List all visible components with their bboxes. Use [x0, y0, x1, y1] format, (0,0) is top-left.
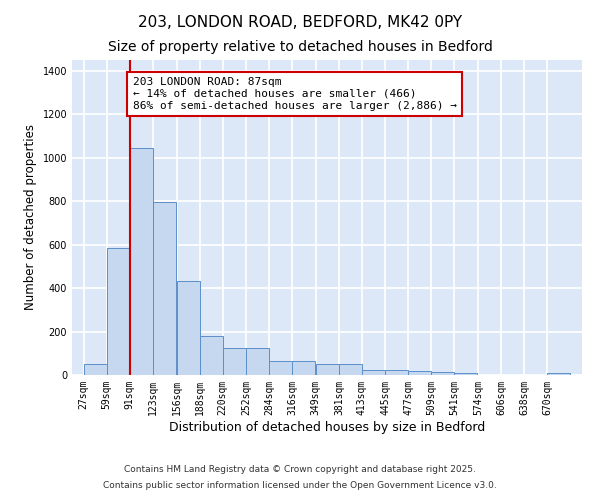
Bar	[246, 348, 269, 375]
Bar	[83, 364, 107, 375]
Bar	[408, 370, 431, 375]
Bar	[454, 373, 478, 375]
Bar	[130, 148, 153, 375]
Text: 203 LONDON ROAD: 87sqm
← 14% of detached houses are smaller (466)
86% of semi-de: 203 LONDON ROAD: 87sqm ← 14% of detached…	[133, 78, 457, 110]
Text: Contains HM Land Registry data © Crown copyright and database right 2025.: Contains HM Land Registry data © Crown c…	[124, 466, 476, 474]
Bar	[339, 364, 362, 375]
Bar	[269, 361, 292, 375]
Bar	[385, 370, 408, 375]
Bar	[362, 370, 385, 375]
Bar	[223, 348, 246, 375]
Text: Contains public sector information licensed under the Open Government Licence v3: Contains public sector information licen…	[103, 480, 497, 490]
Bar	[153, 202, 176, 375]
Bar	[431, 372, 454, 375]
Y-axis label: Number of detached properties: Number of detached properties	[24, 124, 37, 310]
Bar	[176, 280, 200, 375]
Bar	[547, 373, 571, 375]
Text: Size of property relative to detached houses in Bedford: Size of property relative to detached ho…	[107, 40, 493, 54]
X-axis label: Distribution of detached houses by size in Bedford: Distribution of detached houses by size …	[169, 420, 485, 434]
Bar	[107, 248, 130, 375]
Bar	[316, 364, 339, 375]
Bar	[292, 361, 315, 375]
Bar	[200, 336, 223, 375]
Text: 203, LONDON ROAD, BEDFORD, MK42 0PY: 203, LONDON ROAD, BEDFORD, MK42 0PY	[138, 15, 462, 30]
